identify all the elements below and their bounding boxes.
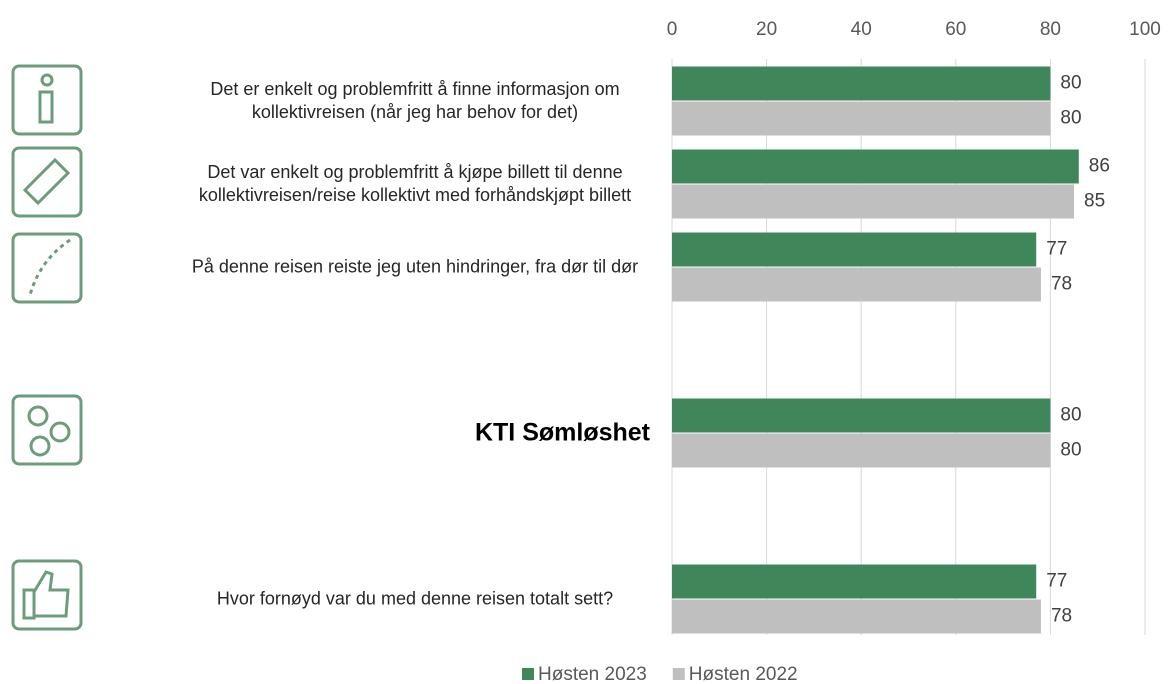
legend-swatch [522,668,534,680]
category-label: På denne reisen reiste jeg uten hindring… [191,256,639,276]
category-label: Det er enkelt og problemfritt å finne in… [210,78,620,122]
value-label: 80 [1060,405,1081,426]
value-label: 86 [1089,156,1110,177]
thumb-icon [11,559,83,631]
x-tick-label: 80 [1040,19,1061,40]
bar [672,398,1051,433]
gear2 [49,421,71,443]
legend-label: Høsten 2023 [538,664,647,684]
bar [672,564,1037,599]
x-tick-label: 60 [945,19,966,40]
route-path [28,238,71,296]
info-icon [11,64,83,136]
value-label: 77 [1046,239,1067,260]
bar [672,267,1041,302]
x-tick-label: 20 [756,19,777,40]
legend-swatch [672,668,685,680]
info-dot [40,73,54,87]
value-label: 78 [1051,274,1072,295]
x-tick-label: 40 [851,19,872,40]
icons [11,64,83,631]
thumb-shape [22,570,70,620]
value-label: 85 [1084,191,1105,212]
bar [672,101,1051,136]
value-label: 80 [1060,108,1081,129]
bar [672,149,1079,184]
route-icon [11,232,83,304]
x-tick-label: 100 [1129,19,1161,40]
ticket-icon [11,146,83,218]
bar [672,232,1037,267]
value-label: 80 [1060,440,1081,461]
value-label: 77 [1046,571,1067,592]
bar [672,433,1051,468]
ticket-shape [22,157,71,206]
category-label: Hvor fornøyd var du med denne reisen tot… [216,588,614,608]
gear1 [27,405,49,427]
value-label: 80 [1060,73,1081,94]
bar [672,66,1051,101]
value-label: 78 [1051,606,1072,627]
gears-icon [11,394,83,466]
x-tick-label: 0 [667,19,678,40]
gear3 [29,435,51,457]
category-label: KTI Sømløshet [474,418,650,446]
bar [672,599,1041,634]
info-bar [38,90,54,124]
legend-label: Høsten 2022 [689,664,798,684]
bar [672,184,1075,219]
category-label: Det var enkelt og problemfritt å kjøpe b… [198,161,632,205]
